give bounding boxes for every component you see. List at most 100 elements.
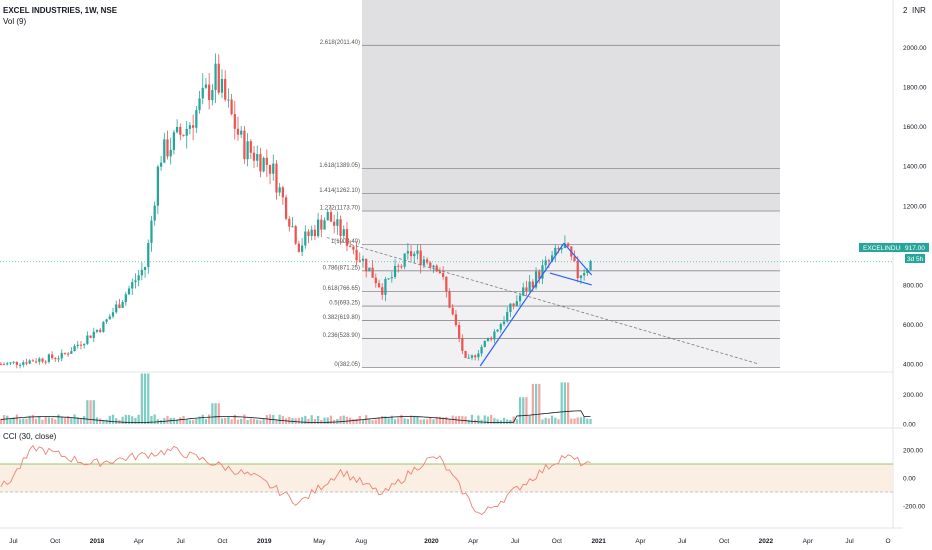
- time-axis-tick: Jul: [176, 538, 185, 545]
- time-axis-tick: Jul: [678, 538, 687, 545]
- candle-body: [425, 259, 429, 263]
- candle-body: [150, 220, 153, 243]
- time-axis-tick: Oct: [50, 538, 60, 545]
- candle-body: [208, 84, 211, 101]
- candle-body: [377, 283, 381, 288]
- pattern-line: [563, 242, 593, 276]
- candle-body: [246, 141, 249, 160]
- candle-body: [397, 265, 400, 267]
- volume-bar: [124, 414, 127, 424]
- candle-body: [563, 243, 567, 248]
- fib-level-label: 1(1004.40): [331, 239, 360, 245]
- candle-body: [211, 89, 214, 101]
- price-candles: [0, 53, 592, 369]
- volume-bar: [528, 415, 531, 424]
- candle-body: [458, 325, 461, 338]
- candle-body: [300, 245, 304, 252]
- fib-zone-lower: [362, 211, 780, 368]
- candle-body: [502, 321, 506, 325]
- candle-body: [22, 362, 25, 365]
- price-badge[interactable]: EXCELINDUS 917.00 3d 5h: [859, 243, 929, 263]
- volume-bar: [470, 414, 474, 424]
- candle-body: [25, 362, 28, 364]
- volume-bar: [518, 397, 522, 424]
- fibonacci-retracement[interactable]: 2.618(2011.40) 1.618(1389.05) 1.414(1262.1…: [319, 0, 780, 368]
- price-axis-tick: 1200.00: [903, 203, 927, 210]
- volume-bar: [371, 420, 374, 424]
- candle-body: [477, 353, 480, 358]
- fib-level-label: 0.5(693.25): [329, 301, 360, 307]
- volume-bar: [246, 419, 249, 424]
- volume-bar: [352, 418, 355, 424]
- candle-body: [297, 243, 301, 252]
- volume-bar: [147, 373, 150, 424]
- volume-bar: [188, 420, 192, 424]
- candle-body: [83, 343, 86, 346]
- candle-body: [583, 273, 586, 276]
- volume-bar: [397, 418, 400, 424]
- volume-indicator-label[interactable]: Vol (9): [3, 17, 27, 26]
- currency-label[interactable]: INR: [912, 6, 926, 15]
- candle-body: [371, 267, 374, 278]
- volume-bar: [67, 415, 70, 424]
- candle-body: [413, 253, 416, 257]
- price-axis-tick: 2000.00: [903, 45, 927, 52]
- volume-bar: [547, 418, 551, 424]
- volume-bar: [89, 400, 92, 424]
- candle-body: [137, 275, 140, 281]
- candle-body: [224, 78, 227, 100]
- candle-body: [451, 307, 454, 315]
- cci-indicator-label[interactable]: CCI (30, close): [3, 432, 57, 441]
- volume-axis-tick: 0.00: [903, 422, 916, 429]
- volume-bar: [243, 414, 246, 424]
- candle-body: [131, 282, 134, 289]
- candle-body: [589, 260, 592, 271]
- volume-bar: [73, 414, 76, 424]
- volume-bar: [76, 417, 79, 424]
- volume-bar: [467, 419, 470, 424]
- volume-bar: [586, 418, 589, 424]
- volume-bar: [214, 403, 217, 424]
- volume-bar: [525, 397, 528, 424]
- candle-body: [522, 287, 525, 296]
- cci-axis-tick: -200.00: [903, 504, 925, 511]
- volume-bar: [557, 419, 560, 424]
- candle-body: [156, 166, 159, 206]
- candle-body: [534, 271, 538, 288]
- candle-body: [95, 329, 99, 332]
- volume-bar: [108, 415, 111, 424]
- volume-bar: [15, 414, 18, 424]
- volume-bar: [531, 383, 534, 424]
- candle-body: [409, 251, 413, 257]
- candle-body: [406, 251, 409, 254]
- candle-body: [70, 351, 73, 354]
- candle-body: [166, 139, 169, 157]
- volume-bar: [115, 418, 118, 424]
- volume-bar: [377, 417, 381, 424]
- candle-body: [566, 243, 570, 247]
- candle-body: [175, 126, 179, 133]
- drawing-overlays[interactable]: [0, 237, 893, 367]
- candle-body: [374, 277, 377, 284]
- volume-bar: [31, 414, 35, 424]
- volume-bar: [409, 415, 413, 424]
- volume-bar: [275, 419, 278, 424]
- volume-bar: [265, 415, 268, 424]
- volume-bar: [300, 417, 304, 424]
- cci-pane: [0, 444, 893, 516]
- candle-body: [345, 229, 349, 246]
- candle-body: [429, 262, 432, 268]
- candle-body: [262, 157, 265, 172]
- volume-bar: [307, 418, 310, 424]
- volume-bar: [416, 416, 419, 424]
- volume-bar: [345, 416, 349, 424]
- countdown-bg: [905, 254, 925, 263]
- candle-body: [438, 271, 442, 274]
- volume-bar: [105, 419, 108, 424]
- symbol-title[interactable]: EXCEL INDUSTRIES, 1W, NSE: [3, 6, 118, 15]
- candle-body: [115, 304, 118, 313]
- candle-body: [352, 246, 355, 250]
- volume-bar: [563, 382, 567, 424]
- candle-body: [528, 281, 531, 291]
